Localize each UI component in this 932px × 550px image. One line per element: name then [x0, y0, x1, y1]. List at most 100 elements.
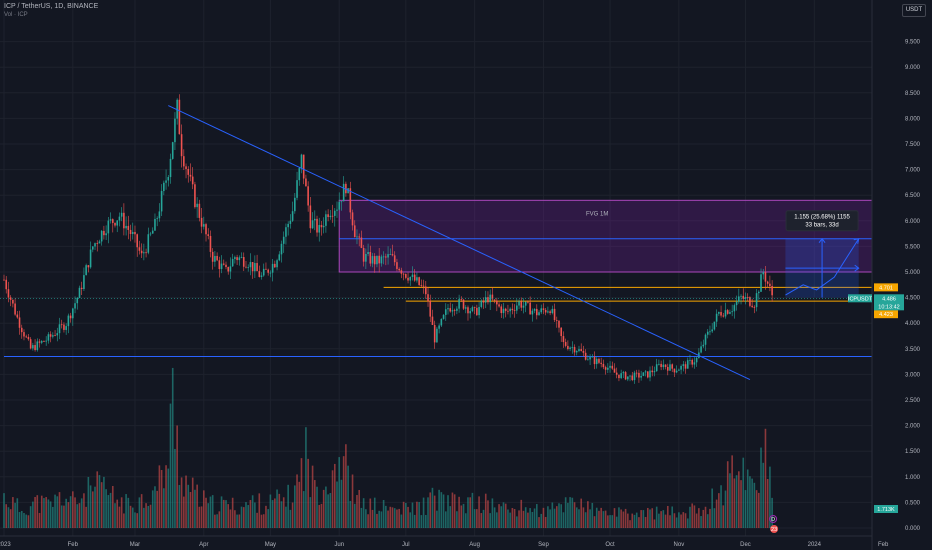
time-tick: Jul: [402, 542, 410, 548]
volume-bar: [78, 503, 81, 528]
projection-path[interactable]: [785, 238, 860, 296]
symbol-title[interactable]: ICP / TetherUS, 1D, BINANCE: [4, 3, 99, 10]
volume-bar: [493, 507, 496, 528]
volume-bar: [280, 501, 283, 528]
candle: [755, 293, 758, 308]
candle: [600, 362, 602, 364]
candle: [738, 296, 740, 302]
volume-bar: [32, 501, 34, 528]
volume-bar: [733, 478, 736, 528]
candle: [425, 286, 427, 295]
candle: [89, 249, 92, 268]
drawings[interactable]: 1.155 (25.68%) 1155 33 bars, 33d D 23: [168, 105, 860, 533]
candle: [289, 220, 292, 224]
time-axis[interactable]: 2023 Feb Mar Apr May Jun Jul Aug Sep Oct Nov Dec 202…: [0, 535, 889, 548]
volume-bar: [333, 463, 336, 528]
volume-bar: [14, 502, 16, 528]
candle: [134, 231, 136, 235]
candle: [715, 313, 718, 322]
dividend-marker-label[interactable]: D: [771, 517, 775, 523]
volume-bar: [194, 489, 196, 528]
volume-bar: [5, 504, 8, 528]
candle: [163, 182, 165, 192]
volume-bar: [749, 476, 751, 528]
volume-bar: [294, 485, 296, 528]
candle: [578, 349, 580, 352]
volume-bar: [484, 493, 487, 528]
candle: [145, 252, 147, 254]
currency-button[interactable]: USDT: [902, 4, 926, 17]
trendline[interactable]: [168, 105, 751, 380]
volume-bar: [242, 507, 245, 528]
candle: [194, 184, 196, 208]
volume-bar: [547, 506, 549, 528]
volume-bar: [671, 506, 674, 528]
candle: [478, 306, 480, 316]
candle: [407, 277, 409, 281]
candle: [242, 257, 245, 267]
candle: [589, 357, 591, 360]
candle: [92, 246, 94, 250]
candle: [429, 301, 432, 317]
event-marker-icon[interactable]: [770, 525, 779, 533]
volume-bar: [365, 509, 367, 528]
volume-bar: [715, 499, 718, 528]
volume-bar: [180, 477, 183, 528]
volume-bar: [758, 492, 760, 528]
candle: [693, 362, 696, 365]
volume-bar: [427, 497, 429, 528]
measure-label: 1.155 (25.68%) 1155: [794, 215, 850, 221]
candle: [744, 297, 747, 299]
volume-bar: [558, 503, 560, 528]
candle: [87, 265, 90, 268]
price-axis[interactable]: 9.500 9.000 8.500 8.000 7.500 7.000 6.500 6.000…: [871, 0, 932, 550]
volume-bar: [29, 506, 32, 528]
dividend-marker-icon[interactable]: [769, 515, 778, 523]
candle: [149, 233, 152, 235]
candle: [502, 308, 505, 314]
candle: [14, 303, 16, 315]
level-tag-upper: 4.701: [879, 285, 893, 291]
event-marker-label[interactable]: 23: [771, 527, 777, 533]
candle: [58, 324, 61, 334]
candle: [664, 364, 667, 367]
candle: [438, 325, 440, 329]
volume-bar: [635, 512, 638, 528]
candle: [25, 336, 27, 338]
candle: [291, 211, 294, 221]
volume-bar: [318, 504, 321, 528]
candle: [174, 118, 176, 143]
volume-bar: [393, 508, 396, 528]
volume-bar: [227, 504, 230, 528]
volume-bar: [513, 509, 516, 528]
volume-bar: [187, 484, 190, 528]
volume-bar: [771, 497, 773, 528]
candle: [511, 308, 514, 311]
candle: [378, 255, 380, 264]
candle: [531, 310, 534, 315]
candle: [371, 256, 374, 264]
volume-bar: [236, 514, 238, 528]
volume-bar: [23, 513, 25, 528]
candle: [491, 294, 494, 300]
fvg-label: FVG 1M: [586, 211, 608, 217]
volume-bar: [316, 486, 318, 528]
volume-bar: [718, 493, 720, 528]
volume-bar: [620, 509, 622, 528]
volume-bar: [391, 507, 394, 528]
candle: [462, 299, 465, 309]
volume-bar: [618, 507, 620, 528]
candle: [609, 365, 611, 368]
price-tick: 3.000: [905, 372, 921, 378]
candle: [185, 166, 187, 169]
candle: [220, 263, 223, 270]
price-tick: 9.000: [905, 65, 921, 71]
volume-bar: [531, 511, 534, 528]
candle: [98, 241, 101, 244]
candle: [553, 308, 556, 321]
candle: [422, 285, 425, 287]
volume-legend[interactable]: Vol · ICP: [4, 12, 28, 18]
candle: [196, 203, 198, 208]
candle: [325, 214, 327, 226]
